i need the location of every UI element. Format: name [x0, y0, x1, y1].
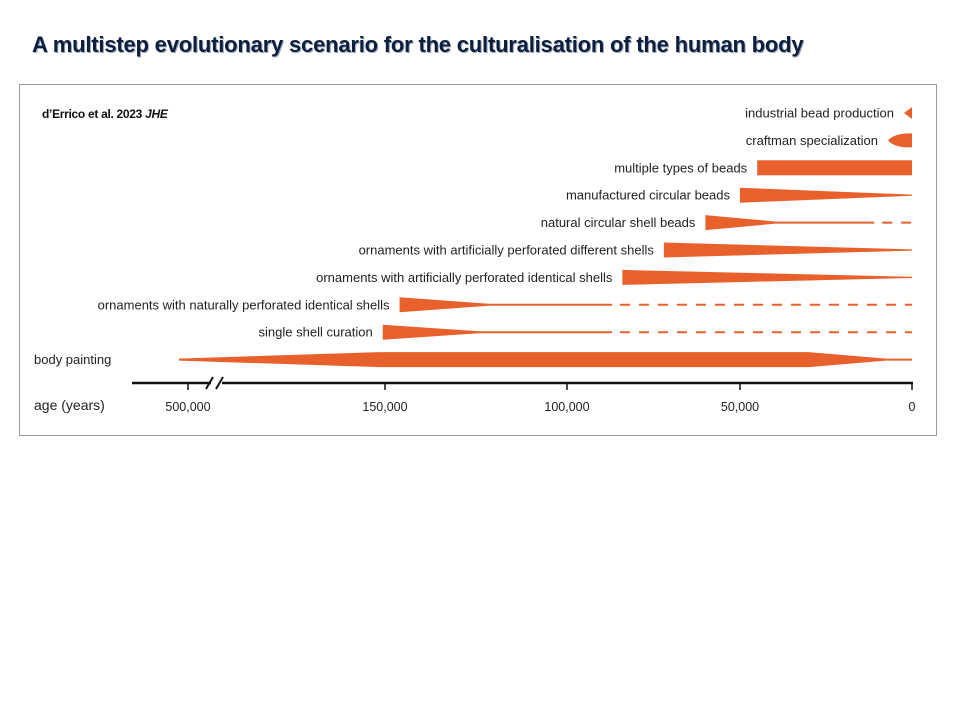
- x-tick-label-4: 0: [909, 400, 916, 414]
- row-label-8: single shell curation: [259, 325, 373, 340]
- row-mark-9: [179, 352, 912, 368]
- slide-title: A multistep evolutionary scenario for th…: [32, 32, 804, 57]
- row-mark-6: [622, 269, 912, 285]
- timeline-figure: d’Errico et al. 2023 JHE industrial bead…: [19, 84, 937, 436]
- row-mark-4: [705, 215, 875, 231]
- row-mark-7: [399, 297, 612, 313]
- row-mark-8: [382, 324, 612, 340]
- row-mark-0: [904, 107, 912, 119]
- axis-break-mark-1: [205, 376, 214, 390]
- axis-break-mark-2: [215, 376, 224, 390]
- citation: d’Errico et al. 2023 JHE: [42, 107, 168, 121]
- row-mark-5: [663, 242, 912, 258]
- row-mark-2: [757, 160, 912, 176]
- row-label-6: ornaments with artificially perforated i…: [316, 270, 613, 285]
- citation-journal: JHE: [145, 107, 168, 121]
- x-tick-label-1: 150,000: [362, 400, 407, 414]
- citation-authors: d’Errico et al. 2023: [42, 107, 143, 121]
- row-label-1: craftman specialization: [746, 133, 878, 148]
- row-label-4: natural circular shell beads: [541, 215, 696, 230]
- x-tick-label-2: 100,000: [544, 400, 589, 414]
- row-label-3: manufactured circular beads: [566, 188, 731, 203]
- row-mark-3: [740, 187, 912, 203]
- row-label-7: ornaments with naturally perforated iden…: [98, 297, 390, 312]
- timeline-chart: industrial bead production craftman speci…: [34, 106, 916, 415]
- row-label-9: body painting: [34, 352, 111, 367]
- row-label-0: industrial bead production: [745, 106, 894, 121]
- row-mark-1: [888, 133, 912, 148]
- row-label-2: multiple types of beads: [614, 160, 747, 175]
- x-tick-label-3: 50,000: [721, 400, 759, 414]
- x-tick-label-0: 500,000: [165, 400, 210, 414]
- row-label-5: ornaments with artificially perforated d…: [359, 243, 655, 258]
- x-axis-label: age (years): [34, 397, 105, 413]
